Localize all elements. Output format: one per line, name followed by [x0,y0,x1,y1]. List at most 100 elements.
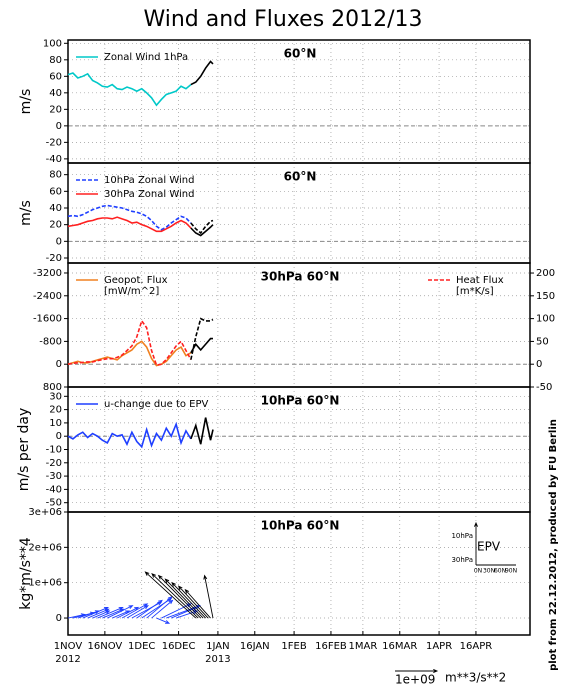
scale-arrow [395,669,439,673]
y-tick-label: 800 [43,382,62,393]
y-tick-label: -2400 [33,291,62,302]
arrow [146,596,173,619]
arrow [171,581,206,619]
y-tick-label: 0 [56,431,62,442]
arrow [144,571,197,619]
series-line [67,421,192,449]
series-line [190,417,214,445]
panel: -20 0 20 40 60 80 60°N m/s 10hPa Zonal Wind 30hPa… [18,162,531,264]
x-year-label: 2013 [205,654,230,665]
x-tick-label: 16DEC [162,641,196,652]
panel-frame [67,511,531,636]
y-tick-label: 30 [49,391,62,402]
series-line [190,60,214,86]
inset-title: EPV [477,540,501,554]
x-tick-label: 16FEB [315,641,347,652]
x-tick-label: 1FEB [281,641,306,652]
y-tick-label: -30 [46,471,62,482]
arrow [92,610,111,619]
y-tick-label: 0 [56,121,62,132]
y2-tick-label: 200 [536,268,555,279]
series-line [67,216,192,233]
series-line [67,319,192,367]
arrow [107,605,134,619]
y-tick-label: 10 [49,418,62,429]
x-tick-label: 1DEC [128,641,155,652]
y-axis-label: kg*m/s**4 [18,537,34,610]
y-tick-label: 60 [49,71,62,82]
y2-tick-label: 50 [536,336,549,347]
annotation: 30hPa 60°N [261,270,340,284]
arrow [136,599,163,619]
x-tick-label: 1MAR [349,641,378,652]
legend-label: Zonal Wind 1hPa [104,52,188,63]
y2-tick-label: 100 [536,314,555,325]
legend-label: u-change due to EPV [104,399,209,410]
y-tick-label: 3e+06 [28,507,62,518]
scale-arrow-label: 1e+09 [395,673,435,687]
panel: -40 -20 0 20 40 60 80 100 60°N m/s Zonal Wind 1hPa [18,38,531,165]
inset-label: 10hPa [451,532,473,540]
y-tick-label: 60 [49,186,62,197]
y-tick-label: -3200 [33,268,62,279]
arrow [151,573,199,619]
x-year-label: 2012 [55,654,80,665]
inset-label: 30hPa [451,556,473,564]
y2-tick-label: -50 [536,382,552,393]
y-tick-label: 1e+06 [28,578,62,589]
arrow [156,617,171,624]
y-axis-label: m/s [18,200,34,226]
y-tick-label: 80 [49,170,62,181]
y2-tick-label: 150 [536,291,555,302]
panel: 30 20 10 0 -10 -20 -30 -40 -50 10hPa 60°N m/s per … [16,386,531,513]
y-tick-label: 2e+06 [28,542,62,553]
inset-label: 60N [494,568,506,575]
legend-unit: [mW/m^2] [104,286,159,297]
title: Wind and Fluxes 2012/13 [143,7,422,32]
y-tick-label: 100 [43,38,62,49]
annotation: 60°N [284,47,317,61]
legend-label: 10hPa Zonal Wind [104,175,194,186]
series-line [67,204,192,231]
series-line [67,72,192,107]
annotation: 10hPa 60°N [261,519,340,533]
y-tick-label: -20 [46,137,62,148]
y-tick-label: 0 [56,359,62,370]
x-tick-label: 1APR [426,641,452,652]
legend-label: Geopot. Flux [104,275,168,286]
x-tick-label: 1NOV [54,641,83,652]
y-tick-label: -40 [46,484,62,495]
arrow [203,574,214,619]
arrow [126,605,149,619]
y-tick-label: 0 [56,613,62,624]
scale-arrow-unit: m**3/s**2 [445,671,506,685]
panel: 800 0 -800 -1600 -2400 -3200 -50 0 50 100 150 200 30… [33,262,555,393]
y-tick-label: 20 [49,220,62,231]
series-line [190,224,214,237]
legend-unit: [m*K/s] [456,286,494,297]
y-tick-label: 80 [49,55,62,66]
side-note: plot from 22.12.2012, produced by FU Ber… [548,419,559,671]
arrow [157,574,202,619]
y-tick-label: 20 [49,405,62,416]
y2-tick-label: 0 [536,359,542,370]
inset-label: 30N [483,568,495,575]
inset-label: 90N [505,568,517,575]
x-tick-label: 1JAN [206,641,229,652]
x-tick-label: 16APR [460,641,493,652]
y-tick-label: 20 [49,104,62,115]
series-line [190,317,214,360]
y-tick-label: 0 [56,236,62,247]
y-tick-label: -50 [46,498,62,509]
annotation: 10hPa 60°N [261,394,340,408]
y-tick-label: -800 [39,336,62,347]
y-tick-label: -20 [46,253,62,264]
y-tick-label: 40 [49,203,62,214]
inset-label: 0N [474,568,482,575]
x-tick-label: 16NOV [87,641,122,652]
legend-label: 30hPa Zonal Wind [104,189,194,200]
arrow [474,521,478,565]
series-line [190,337,213,354]
x-tick-label: 16MAR [382,641,417,652]
